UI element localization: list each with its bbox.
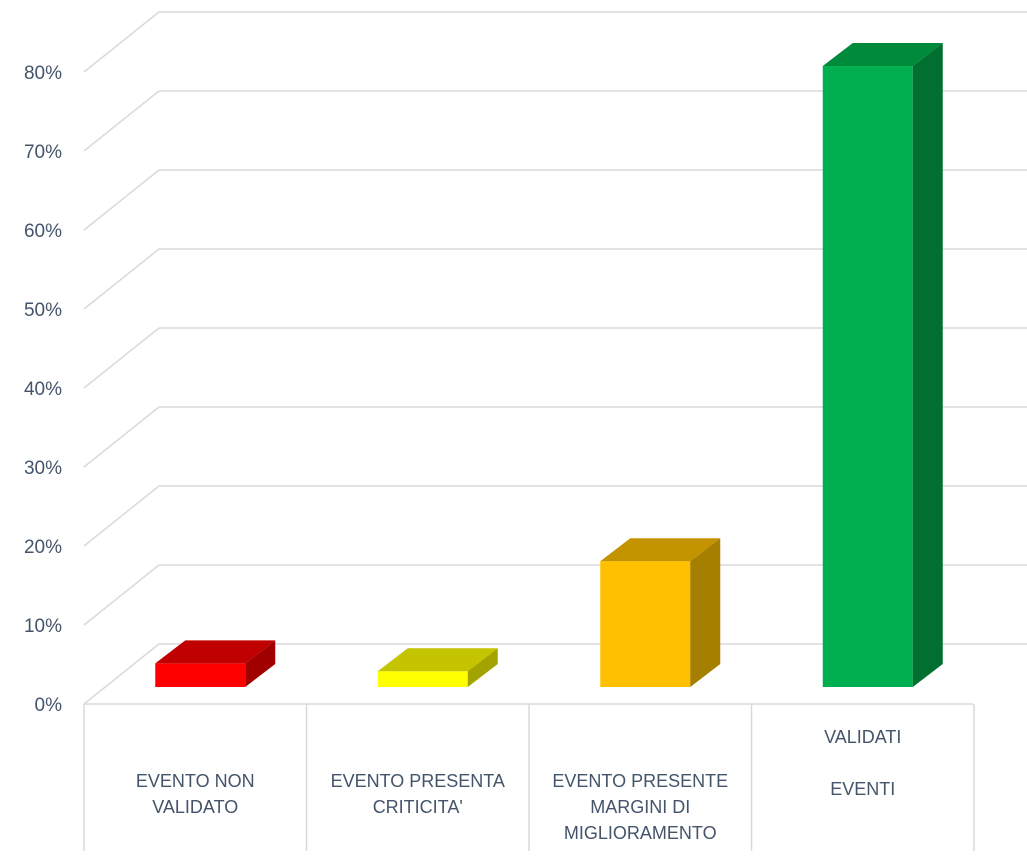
bar-side: [912, 43, 943, 687]
x-category-label: VALIDATI: [824, 727, 901, 747]
x-category-label: EVENTO PRESENTA: [331, 771, 505, 791]
x-category-label: EVENTI: [830, 779, 895, 799]
x-category-label: CRITICITA': [373, 797, 463, 817]
x-category-label: VALIDATO: [152, 797, 238, 817]
y-tick-label: 80%: [24, 63, 62, 84]
bar-side: [467, 648, 498, 687]
y-tick-label: 30%: [24, 458, 62, 479]
bar-side: [690, 538, 721, 687]
gridline-depth: [83, 643, 160, 705]
y-tick-label: 60%: [24, 221, 62, 242]
bar-top: [600, 538, 721, 562]
y-tick-label: 50%: [24, 300, 62, 321]
gridline-depth: [83, 327, 160, 389]
bar-side: [245, 640, 276, 687]
gridline-depth: [83, 11, 160, 73]
gridline-depth: [83, 485, 160, 547]
bar-top: [377, 648, 498, 672]
gridline-depth: [83, 169, 160, 231]
bar-front: [600, 561, 691, 687]
bar-front: [155, 663, 246, 687]
x-category-label: EVENTO NON: [136, 771, 255, 791]
gridline-depth: [83, 564, 160, 626]
bar-front: [377, 671, 468, 687]
y-tick-label: 10%: [24, 616, 62, 637]
gridline-depth: [83, 90, 160, 152]
bar-front: [822, 66, 913, 687]
y-tick-label: 40%: [24, 379, 62, 400]
y-tick-label: 70%: [24, 142, 62, 163]
gridline-depth: [83, 248, 160, 310]
y-tick-label: 0%: [35, 695, 63, 716]
bar-top: [155, 640, 276, 664]
x-category-label: EVENTO PRESENTE: [552, 771, 728, 791]
y-tick-label: 20%: [24, 537, 62, 558]
bar-top: [822, 43, 943, 67]
x-category-label: MIGLIORAMENTO: [564, 823, 717, 843]
gridline-depth: [83, 406, 160, 468]
x-category-label: MARGINI DI: [590, 797, 690, 817]
